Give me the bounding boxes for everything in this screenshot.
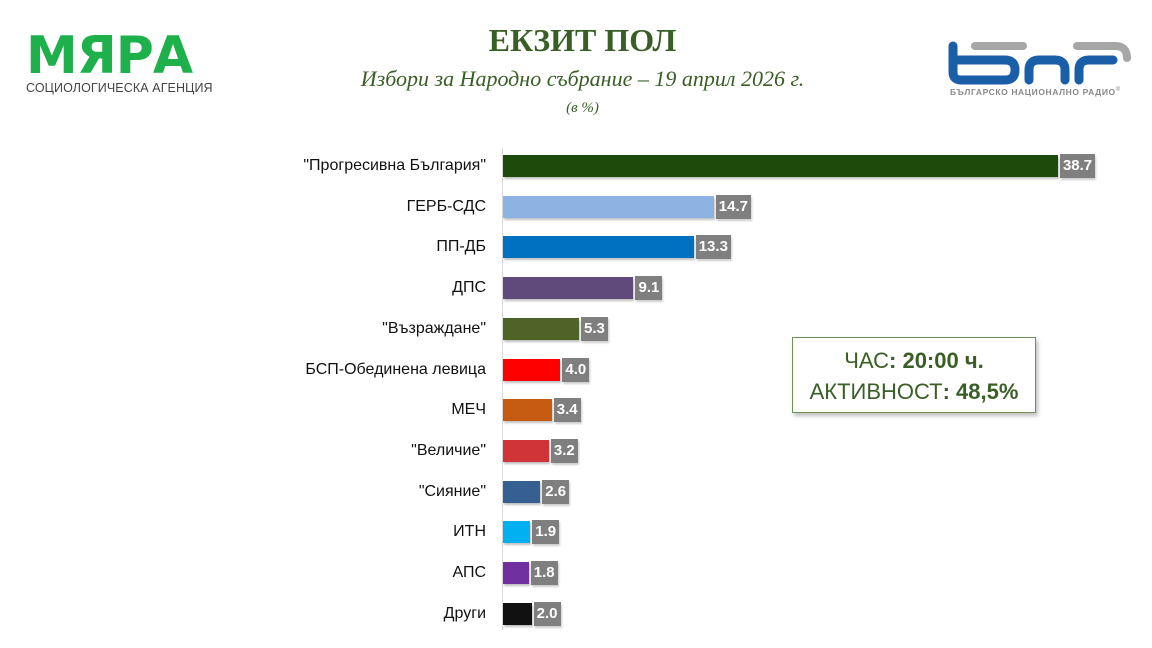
page-title: ЕКЗИТ ПОЛ — [488, 22, 677, 58]
bar-row: "Възраждане" 5.3 — [0, 316, 1152, 341]
bar-label: ГЕРБ-СДС — [406, 197, 486, 215]
bar — [503, 439, 549, 462]
bar-row: ГЕРБ-СДС 14.7 — [0, 194, 1152, 219]
bar-row: "Сияние" 2.6 — [0, 479, 1152, 504]
bar-value-label: 13.3 — [695, 235, 731, 260]
bar-row: ИТН 1.9 — [0, 520, 1152, 545]
bar-value-label: 9.1 — [635, 276, 663, 301]
bar-value-label: 5.3 — [581, 316, 608, 341]
bar-value-label: 2.6 — [542, 479, 570, 504]
bar — [503, 277, 634, 300]
bar-value-label: 2.0 — [533, 601, 561, 626]
bar — [503, 399, 552, 422]
bar-value-label: 14.7 — [715, 194, 751, 219]
bnr-logo-tagline: БЪЛГАРСКО НАЦИОНАЛНО РАДИО® — [950, 87, 1121, 97]
bar-row: АПС 1.8 — [0, 561, 1152, 585]
page-subtitle: Избори за Народно събрание – 19 април 20… — [360, 66, 805, 91]
info-box: ЧАС: 20:00 ч. АКТИВНОСТ: 48,5% — [792, 337, 1036, 413]
bar — [503, 521, 531, 544]
bar-value-label: 1.8 — [530, 561, 558, 585]
bar-value-label: 3.2 — [550, 438, 578, 463]
bar-row: "Прогресивна България" 38.7 — [0, 154, 1152, 178]
myara-logo: МЯРА СОЦИОЛОГИЧЕСКА АГЕНЦИЯ — [26, 30, 213, 95]
bar — [503, 358, 561, 381]
bar — [503, 480, 541, 503]
bar — [503, 562, 529, 584]
bar-value-label: 4.0 — [562, 357, 590, 382]
bar-value-label: 1.9 — [532, 520, 560, 545]
bar-label: "Величие" — [411, 441, 486, 459]
unit-label: (в %) — [566, 100, 599, 116]
bar-row: БСП-Обединена левица 4.0 — [0, 357, 1152, 382]
bar-value-label: 38.7 — [1059, 154, 1096, 178]
bar-row: "Величие" 3.2 — [0, 438, 1152, 463]
bar-label: БСП-Обединена левица — [305, 360, 486, 378]
turnout-line: АКТИВНОСТ: 48,5% — [809, 379, 1019, 404]
myara-logo-tagline: СОЦИОЛОГИЧЕСКА АГЕНЦИЯ — [26, 81, 213, 95]
bar-label: АПС — [452, 564, 486, 581]
bar — [503, 602, 532, 625]
bar-label: "Сияние" — [418, 482, 486, 500]
bar-label: ПП-ДБ — [436, 238, 486, 256]
bar — [503, 317, 579, 340]
bar-row: МЕЧ 3.4 — [0, 398, 1152, 423]
bar — [503, 195, 714, 218]
bar-row: ДПС 9.1 — [0, 276, 1152, 301]
chart-axis — [502, 148, 503, 630]
bar — [503, 155, 1058, 177]
time-line: ЧАС: 20:00 ч. — [844, 348, 984, 373]
bar-label: МЕЧ — [451, 401, 486, 419]
bnr-logo-icon — [948, 41, 1131, 85]
bar-value-label: 3.4 — [553, 398, 581, 423]
bar-row: ПП-ДБ 13.3 — [0, 235, 1152, 260]
bar-row: Други 2.0 — [0, 601, 1152, 626]
bar — [503, 236, 694, 259]
myara-logo-wordmark: МЯРА — [26, 26, 193, 86]
bar-label: ДПС — [452, 279, 486, 297]
bar-label: Други — [443, 604, 486, 622]
bar-label: "Прогресивна България" — [303, 157, 486, 174]
bar-label: ИТН — [453, 523, 486, 541]
bar-label: "Възраждане" — [382, 319, 486, 337]
